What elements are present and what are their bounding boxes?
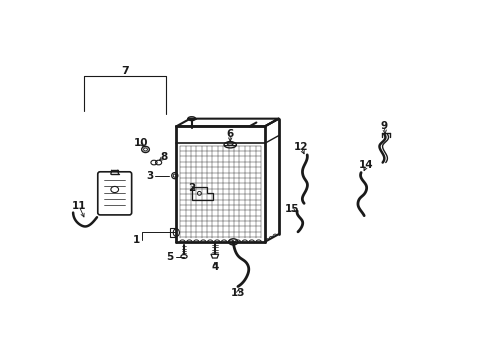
Text: 1: 1 — [132, 235, 140, 244]
Text: 10: 10 — [133, 138, 148, 148]
Text: 12: 12 — [293, 142, 307, 152]
Text: 9: 9 — [380, 121, 387, 131]
Text: 7: 7 — [121, 66, 128, 76]
Text: 8: 8 — [160, 152, 167, 162]
Text: 15: 15 — [284, 204, 299, 214]
Text: 3: 3 — [146, 171, 153, 181]
Text: 2: 2 — [188, 183, 195, 193]
Text: 13: 13 — [230, 288, 244, 298]
Text: 5: 5 — [166, 252, 173, 262]
Text: 14: 14 — [359, 160, 373, 170]
Text: 11: 11 — [72, 202, 86, 211]
Bar — [170, 228, 176, 237]
Text: 4: 4 — [211, 261, 218, 271]
Text: 6: 6 — [226, 129, 233, 139]
